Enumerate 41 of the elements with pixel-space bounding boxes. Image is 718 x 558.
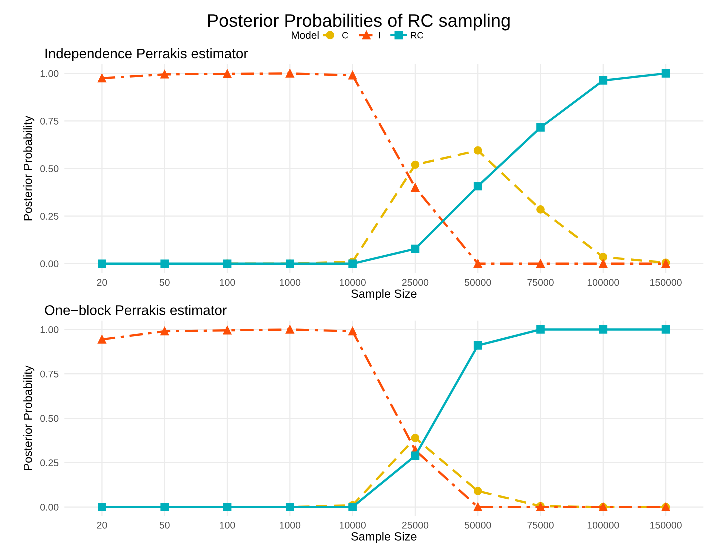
x-tick-label: 50 [160, 522, 170, 529]
y-tick-label: 0.50 [40, 415, 59, 422]
x-tick-label: 25000 [402, 279, 429, 286]
x-tick-label: 50 [160, 279, 170, 286]
x-tick-label: 10000 [340, 522, 366, 529]
y-tick-label: 0.25 [40, 213, 59, 220]
y-tick-label: 0.75 [40, 118, 59, 125]
x-tick-label: 20 [97, 279, 108, 286]
legend-label: C [342, 32, 348, 39]
x-tick-label: 100000 [588, 522, 620, 529]
y-tick-label: 0.25 [40, 460, 59, 467]
y-axis-title: Posterior Probability [24, 116, 35, 221]
x-tick-label: 150000 [650, 522, 682, 529]
legend-label: I [379, 32, 380, 39]
x-tick-label: 100 [220, 522, 236, 529]
y-axis-title: Posterior Probability [24, 366, 35, 470]
x-tick-label: 50000 [464, 279, 492, 286]
x-tick-label: 10000 [340, 279, 366, 286]
y-tick-label: 1.00 [40, 70, 59, 78]
x-axis-title: Sample Size [352, 289, 417, 300]
x-tick-label: 100000 [588, 279, 620, 286]
legend-title: Model [292, 31, 319, 40]
x-tick-label: 25000 [402, 522, 429, 529]
x-tick-label: 75000 [528, 279, 554, 286]
x-tick-label: 50000 [464, 522, 492, 529]
chart-subtitle: One−block Perrakis estimator [45, 305, 227, 316]
x-tick-label: 20 [97, 522, 108, 529]
legend-label: RC [411, 32, 424, 39]
y-tick-label: 1.00 [40, 326, 59, 334]
x-axis-title: Sample Size [352, 532, 417, 544]
chart-title: Posterior Probabilities of RC sampling [208, 14, 510, 31]
x-tick-label: 100 [220, 279, 236, 286]
x-tick-label: 75000 [528, 522, 554, 529]
y-tick-label: 0.00 [40, 504, 59, 511]
x-tick-label: 1000 [280, 279, 301, 286]
x-tick-label: 1000 [280, 522, 301, 529]
x-tick-label: 150000 [650, 279, 682, 286]
y-tick-label: 0.75 [40, 370, 59, 378]
y-tick-label: 0.00 [40, 260, 59, 268]
chart-subtitle: Independence Perrakis estimator [46, 48, 248, 62]
y-tick-label: 0.50 [40, 166, 59, 172]
